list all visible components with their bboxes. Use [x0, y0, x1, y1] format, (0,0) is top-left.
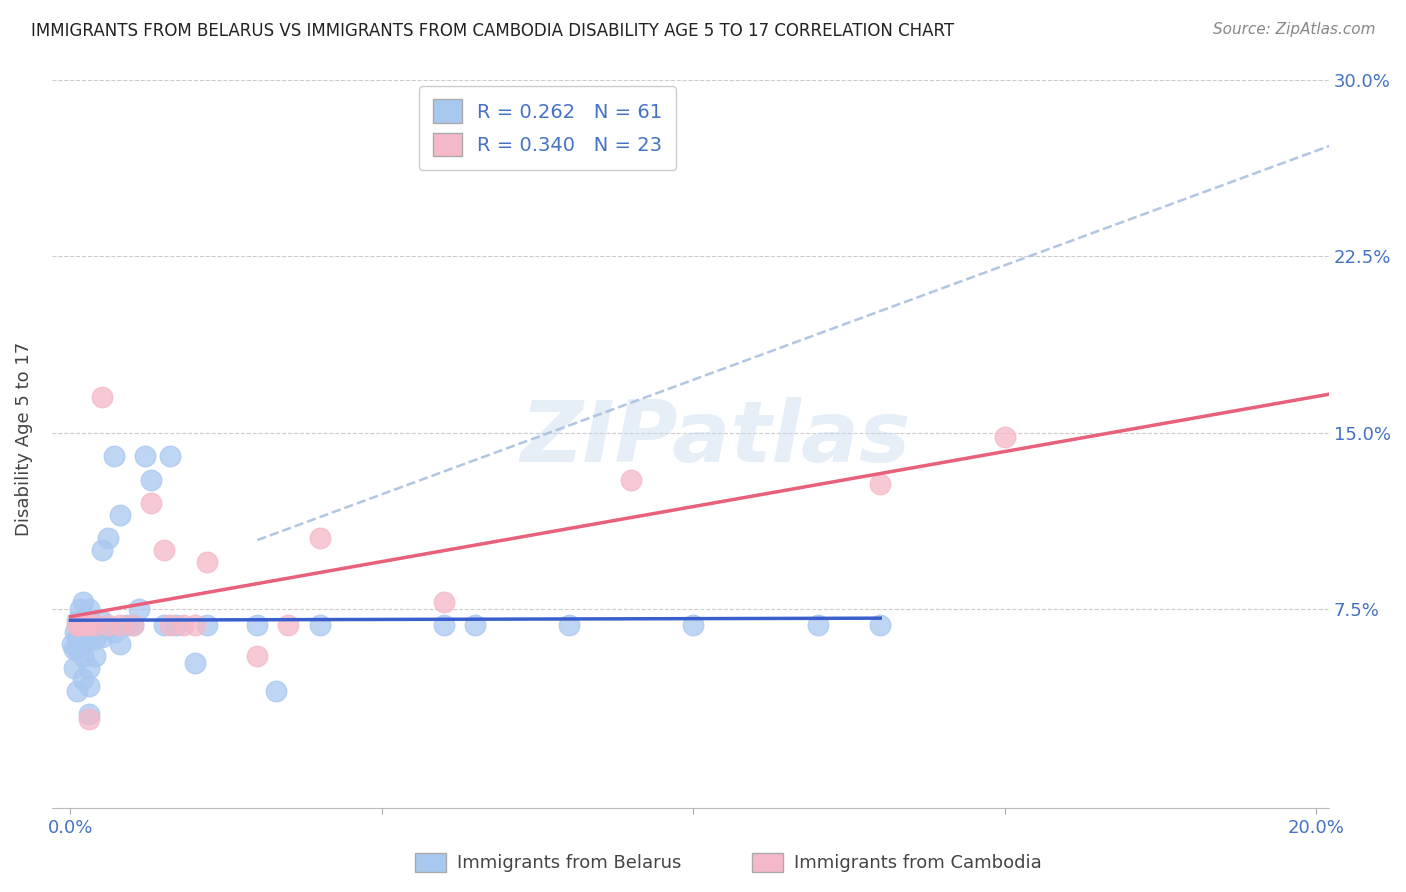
Point: [115, 618, 138, 632]
Point: [308, 531, 330, 545]
Point: [66, 630, 89, 644]
Point: [77, 601, 100, 615]
Point: [77, 660, 100, 674]
Point: [159, 618, 181, 632]
Point: [66, 684, 89, 698]
Point: [558, 618, 581, 632]
Point: [159, 449, 181, 463]
Point: [72, 648, 94, 663]
Point: [90, 614, 112, 628]
Point: [184, 618, 207, 632]
Point: [77, 707, 100, 722]
Point: [60, 637, 83, 651]
Point: [134, 449, 156, 463]
Legend: R = 0.262   N = 61, R = 0.340   N = 23: R = 0.262 N = 61, R = 0.340 N = 23: [419, 86, 676, 170]
Point: [165, 618, 187, 632]
Point: [994, 430, 1017, 444]
Point: [72, 637, 94, 651]
Point: [807, 618, 830, 632]
Point: [66, 637, 89, 651]
Point: [90, 543, 112, 558]
Point: [277, 618, 299, 632]
Point: [128, 601, 150, 615]
Point: [77, 712, 100, 726]
Point: [197, 555, 219, 569]
Point: [90, 630, 112, 644]
Point: [172, 618, 194, 632]
Point: [84, 618, 107, 632]
Point: [72, 595, 94, 609]
Point: [153, 618, 176, 632]
Point: [72, 618, 94, 632]
Point: [66, 618, 89, 632]
Point: [141, 473, 163, 487]
Point: [869, 477, 891, 491]
Text: Immigrants from Belarus: Immigrants from Belarus: [457, 854, 682, 871]
Point: [67, 630, 90, 644]
Point: [682, 618, 704, 632]
Point: [110, 508, 132, 522]
Point: [66, 614, 89, 628]
Point: [65, 625, 87, 640]
Point: [153, 543, 176, 558]
Point: [62, 641, 84, 656]
Point: [869, 618, 891, 632]
Point: [620, 473, 643, 487]
Text: Source: ZipAtlas.com: Source: ZipAtlas.com: [1212, 22, 1375, 37]
Point: [90, 390, 112, 404]
Point: [197, 618, 219, 632]
Point: [84, 618, 107, 632]
Point: [69, 618, 91, 632]
Point: [77, 679, 100, 693]
Point: [77, 618, 100, 632]
Point: [246, 648, 269, 663]
Point: [77, 632, 100, 647]
Point: [66, 641, 89, 656]
Point: [97, 531, 120, 545]
Point: [97, 621, 120, 635]
Point: [69, 601, 91, 615]
Point: [69, 621, 91, 635]
Point: [121, 618, 143, 632]
Point: [103, 449, 125, 463]
Point: [72, 672, 94, 686]
Point: [141, 496, 163, 510]
Text: Immigrants from Cambodia: Immigrants from Cambodia: [794, 854, 1042, 871]
Point: [121, 618, 143, 632]
Point: [72, 618, 94, 632]
Point: [84, 648, 107, 663]
Point: [84, 632, 107, 647]
Point: [433, 595, 456, 609]
Point: [464, 618, 486, 632]
Point: [110, 618, 132, 632]
Point: [184, 656, 207, 670]
Y-axis label: Disability Age 5 to 17: Disability Age 5 to 17: [15, 342, 32, 535]
Point: [77, 618, 100, 632]
Point: [63, 660, 86, 674]
Point: [103, 625, 125, 640]
Point: [110, 637, 132, 651]
Point: [308, 618, 330, 632]
Text: ZIPatlas: ZIPatlas: [520, 397, 911, 480]
Point: [246, 618, 269, 632]
Text: IMMIGRANTS FROM BELARUS VS IMMIGRANTS FROM CAMBODIA DISABILITY AGE 5 TO 17 CORRE: IMMIGRANTS FROM BELARUS VS IMMIGRANTS FR…: [31, 22, 955, 40]
Point: [264, 684, 287, 698]
Point: [433, 618, 456, 632]
Point: [97, 618, 120, 632]
